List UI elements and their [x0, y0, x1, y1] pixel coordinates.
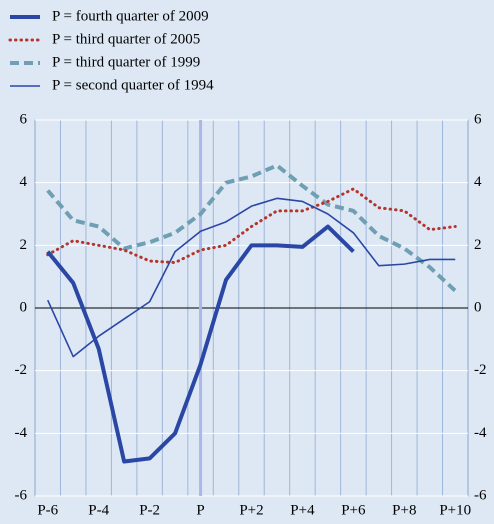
x-tick-label: P-6 — [37, 502, 58, 518]
x-tick-label: P+8 — [392, 502, 416, 518]
series-line — [47, 197, 456, 358]
y-tick-label-right: -4 — [474, 425, 487, 441]
y-tick-label-right: 2 — [474, 237, 482, 253]
x-tick-label: P+2 — [239, 502, 263, 518]
y-tick-label: 6 — [20, 111, 28, 127]
y-tick-label-right: -6 — [474, 487, 487, 503]
y-tick-label-right: 0 — [474, 299, 482, 315]
y-tick-label-right: 4 — [474, 174, 482, 190]
legend-label: P = fourth quarter of 2009 — [52, 8, 209, 24]
y-tick-label-right: 6 — [474, 111, 482, 127]
x-tick-label: P+6 — [341, 502, 366, 518]
legend-label: P = third quarter of 2005 — [52, 31, 200, 47]
y-tick-label: 0 — [20, 299, 28, 315]
x-tick-label: P-4 — [88, 502, 109, 518]
series-line — [46, 224, 355, 464]
x-tick-label: P-2 — [139, 502, 160, 518]
series-line — [46, 163, 457, 293]
x-tick-label: P — [196, 502, 204, 518]
y-tick-label: 4 — [20, 174, 28, 190]
series-line — [46, 187, 457, 265]
x-tick-label: P+4 — [290, 502, 315, 518]
y-tick-label-right: -2 — [474, 362, 487, 378]
y-tick-label: 2 — [20, 237, 28, 253]
legend-label: P = third quarter of 1999 — [52, 54, 200, 70]
y-tick-label: -4 — [15, 425, 28, 441]
legend-label: P = second quarter of 1994 — [52, 77, 214, 93]
x-tick-label: P+10 — [439, 502, 471, 518]
y-tick-label: -6 — [15, 487, 28, 503]
y-tick-label: -2 — [15, 362, 28, 378]
